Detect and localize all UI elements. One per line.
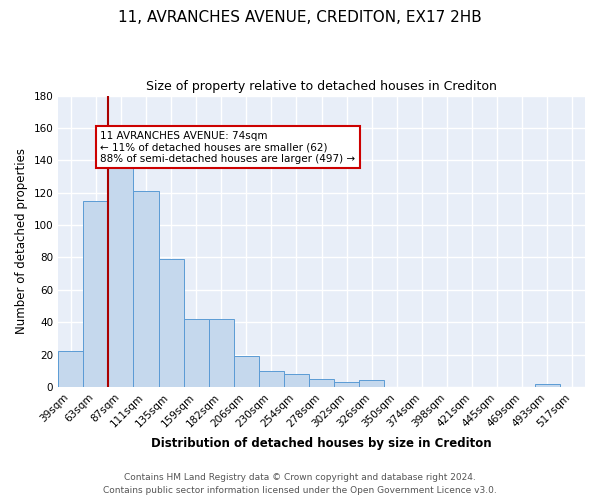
Bar	[209, 319, 234, 387]
Bar	[83, 201, 109, 387]
Text: 11 AVRANCHES AVENUE: 74sqm
← 11% of detached houses are smaller (62)
88% of semi: 11 AVRANCHES AVENUE: 74sqm ← 11% of deta…	[100, 130, 355, 164]
Text: 11, AVRANCHES AVENUE, CREDITON, EX17 2HB: 11, AVRANCHES AVENUE, CREDITON, EX17 2HB	[118, 10, 482, 25]
Bar	[184, 319, 209, 387]
Bar	[284, 374, 309, 387]
Bar	[309, 379, 334, 387]
X-axis label: Distribution of detached houses by size in Crediton: Distribution of detached houses by size …	[151, 437, 492, 450]
Text: Contains HM Land Registry data © Crown copyright and database right 2024.
Contai: Contains HM Land Registry data © Crown c…	[103, 474, 497, 495]
Bar	[109, 149, 133, 387]
Bar	[158, 259, 184, 387]
Bar	[259, 371, 284, 387]
Y-axis label: Number of detached properties: Number of detached properties	[15, 148, 28, 334]
Bar	[133, 191, 158, 387]
Bar	[234, 356, 259, 387]
Bar	[58, 352, 83, 387]
Title: Size of property relative to detached houses in Crediton: Size of property relative to detached ho…	[146, 80, 497, 93]
Bar	[334, 382, 359, 387]
Bar	[535, 384, 560, 387]
Bar	[359, 380, 385, 387]
